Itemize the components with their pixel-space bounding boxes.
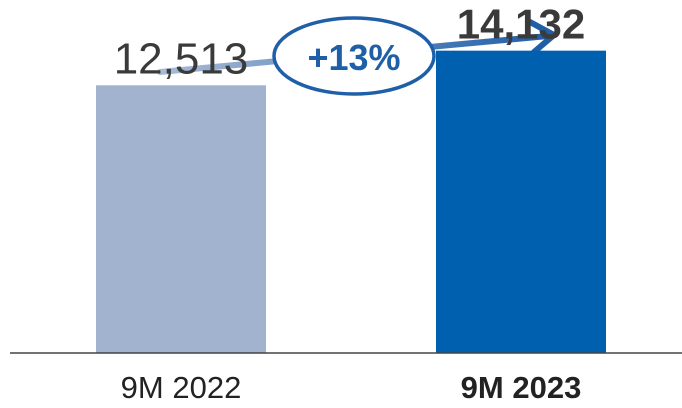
bar-1 xyxy=(96,85,266,353)
value-label-1: 12,513 xyxy=(114,34,249,83)
value-label-2: 14,132 xyxy=(457,1,585,48)
labels-layer: 12,513 9M 2022 14,132 9M 2023 xyxy=(114,1,586,405)
growth-label: +13% xyxy=(307,37,400,78)
category-label-1: 9M 2022 xyxy=(121,370,242,405)
growth-badge-ellipse xyxy=(272,16,436,96)
category-label-2: 9M 2023 xyxy=(461,370,582,405)
growth-badge: +13% xyxy=(272,16,436,96)
bars-layer xyxy=(96,50,606,353)
bar-2 xyxy=(436,50,606,353)
growth-arrow-head xyxy=(527,19,557,55)
